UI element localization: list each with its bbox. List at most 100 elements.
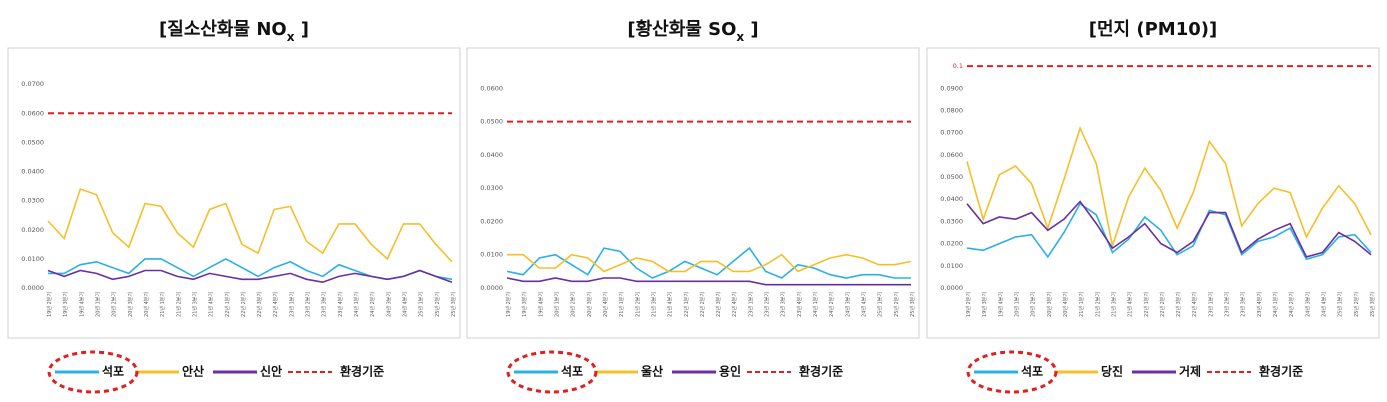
x-tick-label: 21년 4분기 [1127,292,1134,317]
x-tick-label: 20년 2분기 [1030,292,1037,317]
x-tick-label: 25년 2분기 [434,292,441,317]
x-tick-label: 22년 4분기 [731,292,738,317]
y-tick-label: 0.0100 [21,255,44,263]
x-tick-label: 20년 2분기 [111,292,118,317]
x-tick-label: 21년 2분기 [1094,292,1101,317]
x-tick-label: 20년 3분기 [127,292,134,317]
x-tick-label: 23년 1분기 [747,292,754,317]
y-tick-label: 0.0000 [940,284,963,292]
x-tick-label: 21년 4분기 [667,292,674,317]
x-tick-label: 20년 2분기 [570,292,577,317]
title-part: x [287,30,295,44]
y-tick-label: 0.0900 [940,84,963,92]
series-line [966,200,1372,258]
x-tick-label: 22년 1분기 [683,292,690,317]
x-tick-label: 19년 3분기 [981,292,988,317]
x-tick-label: 24년 2분기 [1288,292,1295,317]
highlight-circle [966,350,1058,394]
y-tick-label: 0.0500 [21,138,44,146]
legend-label: 환경기준 [1259,364,1303,379]
x-tick-label: 24년 4분기 [402,292,409,317]
y-tick-label: 0.0100 [940,262,963,270]
x-tick-label: 24년 2분기 [828,292,835,317]
x-tick-label: 23년 1분기 [288,292,295,317]
legend-label: 거제 [1179,364,1201,379]
x-tick-label: 23년 3분기 [1240,292,1247,317]
y-tick-label: 0.0700 [940,129,963,137]
y-tick-label: 0.0000 [21,284,44,292]
x-tick-label: 22년 2분기 [1159,292,1166,317]
legend-label: 석포 [1021,365,1043,379]
plot-frame [466,47,920,339]
x-tick-label: 23년 3분기 [780,292,787,317]
series-line [966,202,1372,261]
x-tick-label: 23년 2분기 [305,292,312,317]
x-tick-label: 20년 4분기 [143,292,150,317]
x-tick-label: 19년 2분기 [46,292,53,317]
x-tick-label: 23년 4분기 [1256,292,1263,317]
title-part: [질소산화물 NO [159,19,287,40]
highlight-circle [47,350,139,394]
y-tick-label: 0.0400 [21,168,44,176]
x-tick-label: 19년 2분기 [965,292,972,317]
x-tick-label: 20년 3분기 [1046,292,1053,317]
y-tick-label: 0.0800 [940,106,963,114]
title-part: [먼지 (PM10)] [1089,19,1217,40]
highlight-circle [506,350,598,394]
y-tick-label: 0.0400 [480,151,503,159]
y-tick-label: 0.0000 [480,284,503,292]
y-tick-label: 0.0300 [940,217,963,225]
series-line [506,246,911,279]
x-tick-label: 21년 2분기 [175,292,182,317]
x-tick-label: 21년 3분기 [650,292,657,317]
y-tick-label: 0.0400 [940,195,963,203]
plot-frame [7,47,461,339]
x-tick-label: 19년 4분기 [78,292,85,317]
x-tick-label: 22년 4분기 [272,292,279,317]
y-tick-label: 0.0200 [480,217,503,225]
x-tick-label: 21년 4분기 [208,292,215,317]
x-tick-label: 22년 3분기 [256,292,263,317]
y-tick-label: 0.0300 [480,184,503,192]
x-tick-label: 25년 3분기 [909,292,916,317]
legend-label: 환경기준 [340,364,384,379]
y-tick-label: 0.0100 [480,251,503,259]
x-tick-label: 20년 3분기 [586,292,593,317]
x-tick-label: 23년 2분기 [1224,292,1231,317]
x-tick-label: 21년 1분기 [618,292,625,317]
y-tick-label: 0.0500 [940,173,963,181]
x-tick-label: 23년 1분기 [1207,292,1214,317]
y-tick-label: 0.0200 [940,240,963,248]
series-line [507,253,912,273]
y-tick-label: 0.0200 [21,226,44,234]
chart-title: [황산화물 SOx ] [627,19,758,44]
title-part: [황산화물 SO [627,19,736,40]
x-tick-label: 24년 4분기 [861,292,868,317]
x-tick-label: 25년 1분기 [877,292,884,317]
x-tick-label: 21년 2분기 [634,292,641,317]
y-tick-label: 0.0600 [21,109,44,117]
y-tick-label: 0.0600 [480,84,503,92]
legend-label: 석포 [102,365,124,379]
x-tick-label: 24년 3분기 [385,292,392,317]
x-tick-label: 24년 1분기 [1272,292,1279,317]
x-tick-label: 19년 3분기 [521,292,528,317]
x-tick-label: 20년 1분기 [94,292,101,317]
x-tick-label: 25년 3분기 [1369,292,1376,317]
x-tick-label: 24년 4분기 [1321,292,1328,317]
series-line [47,269,453,284]
x-tick-label: 20년 4분기 [1062,292,1069,317]
x-tick-label: 25년 2분기 [893,292,900,317]
x-tick-label: 19년 3분기 [62,292,69,317]
x-tick-label: 20년 1분기 [1013,292,1020,317]
plot-frame [926,47,1380,339]
x-tick-label: 25년 3분기 [450,292,457,317]
x-tick-label: 21년 3분기 [1110,292,1117,317]
x-tick-label: 22년 3분기 [1175,292,1182,317]
series-line [966,125,1372,249]
x-tick-label: 25년 1분기 [418,292,425,317]
y-tick-label: 0.0600 [940,151,963,159]
legend-label: 안산 [182,364,204,379]
x-tick-label: 24년 1분기 [812,292,819,317]
series-line [47,187,453,263]
